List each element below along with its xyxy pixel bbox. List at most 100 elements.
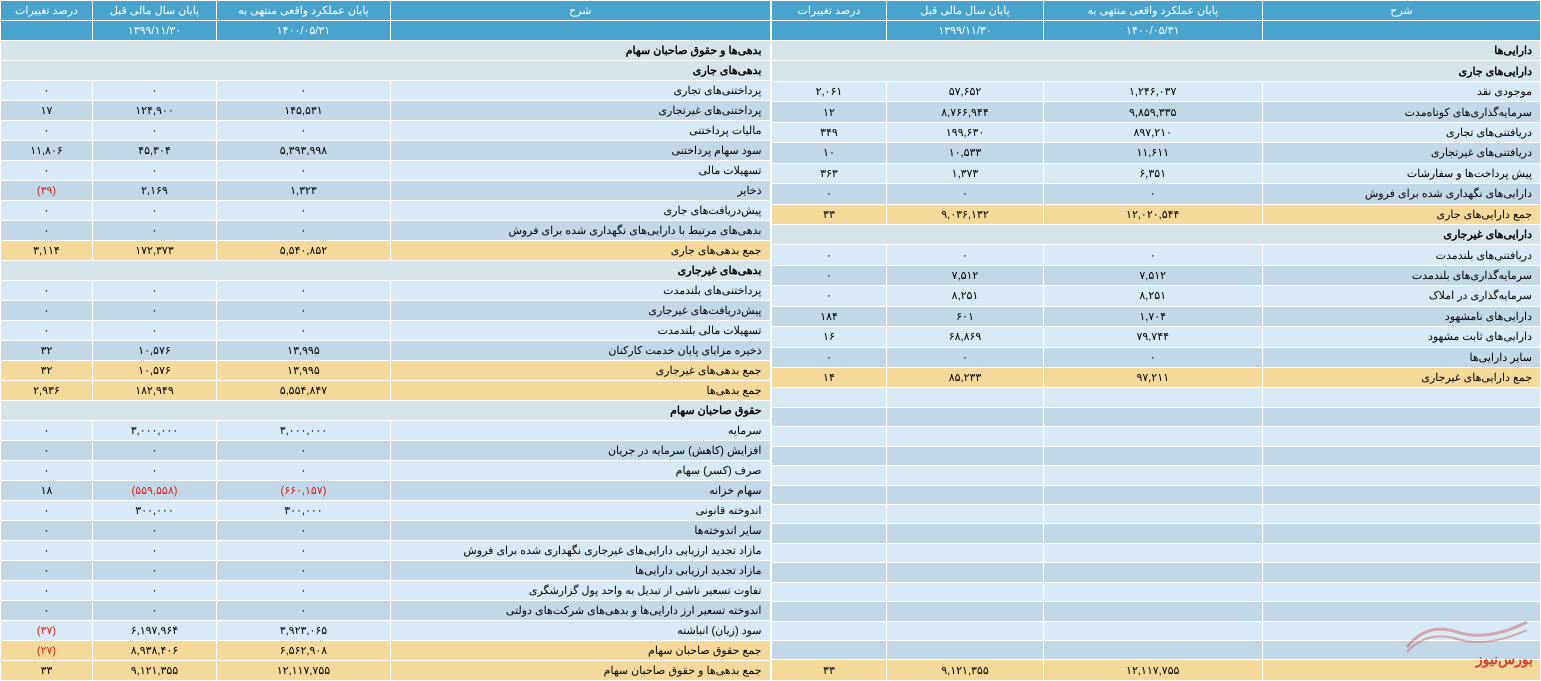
row-desc: موجودی نقد bbox=[1262, 81, 1540, 101]
row-desc: جمع بدهی‌های غیرجاری bbox=[390, 361, 770, 381]
row-v1: ۶,۵۶۲,۹۰۸ bbox=[216, 641, 390, 661]
row-v2: ۰ bbox=[92, 201, 216, 221]
row-v1: ۱۱,۶۱۱ bbox=[1043, 143, 1262, 163]
row-desc: دریافتنی‌‌های غیرتجاری bbox=[1262, 143, 1540, 163]
row-v1: ۱۳,۹۹۵ bbox=[216, 361, 390, 381]
row-pct: ۰ bbox=[1, 301, 93, 321]
row-pct: ۳۲ bbox=[1, 361, 93, 381]
section-label: بدهی‌های جاری bbox=[1, 61, 771, 81]
row-desc: جمع حقوق صاحبان سهام bbox=[390, 641, 770, 661]
row-v1: ۰ bbox=[216, 321, 390, 341]
row-v2: ۰ bbox=[887, 184, 1043, 204]
row-pct: (۳۹) bbox=[1, 181, 93, 201]
row-desc: صرف (کسر) سهام bbox=[390, 461, 770, 481]
row-v1: ۱۲,۱۱۷,۷۵۵ bbox=[216, 661, 390, 681]
row-v1: ۰ bbox=[216, 221, 390, 241]
row-v2: ۸,۲۵۱ bbox=[887, 286, 1043, 306]
th-prev: پایان سال مالی قبل bbox=[92, 1, 216, 21]
row-pct: ۲,۹۳۶ bbox=[1, 381, 93, 401]
row-v2: ۰ bbox=[887, 245, 1043, 265]
row-pct: ۰ bbox=[1, 221, 93, 241]
th-date1: ۱۴۰۰/۰۵/۳۱ bbox=[216, 21, 390, 41]
row-v1: ۰ bbox=[1043, 347, 1262, 367]
row-desc: پرداختنی‌های بلندمدت bbox=[390, 281, 770, 301]
row-desc: جمع بدهی‌ها و حقوق صاحبان سهام bbox=[390, 661, 770, 681]
row-pct: ۰ bbox=[771, 245, 887, 265]
section-label: دارایی‌‌های جاری bbox=[771, 61, 1541, 81]
row-v1: ۰ bbox=[216, 281, 390, 301]
row-pct: ۳۳ bbox=[771, 660, 887, 681]
row-pct: ۰ bbox=[1, 521, 93, 541]
row-v2: ۰ bbox=[92, 221, 216, 241]
row-pct: ۰ bbox=[1, 561, 93, 581]
row-desc: بدهی‌های مرتبط با دارایی‌های نگهداری شده… bbox=[390, 221, 770, 241]
th-desc: شرح bbox=[390, 1, 770, 21]
row-desc: دارایی‌های ثابت مشهود bbox=[1262, 327, 1540, 347]
row-desc: جمع دارایی‌های غیرجاری bbox=[1262, 368, 1540, 388]
row-desc: جمع بدهی‌ها bbox=[390, 381, 770, 401]
row-desc: اندوخته تسعیر ارز دارایی‌ها و بدهی‌های ش… bbox=[390, 601, 770, 621]
row-v2: ۰ bbox=[92, 461, 216, 481]
row-desc: ذخایر bbox=[390, 181, 770, 201]
row-v2: ۳,۰۰۰,۰۰۰ bbox=[92, 421, 216, 441]
row-desc: دریافتنی‌‌های بلندمدت bbox=[1262, 245, 1540, 265]
row-pct: ۱۸۴ bbox=[771, 306, 887, 326]
row-pct: ۰ bbox=[1, 161, 93, 181]
row-v2: ۱۰,۵۷۶ bbox=[92, 341, 216, 361]
row-pct: ۱۶ bbox=[771, 327, 887, 347]
section-label: دارایی‌‌ها bbox=[771, 41, 1541, 61]
row-desc: تفاوت تسعیر ناشی از تبدیل به واحد پول گز… bbox=[390, 581, 770, 601]
row-pct: ۳۳ bbox=[771, 204, 887, 224]
row-v1: ۹,۸۵۹,۳۳۵ bbox=[1043, 102, 1262, 122]
row-v1: ۰ bbox=[216, 561, 390, 581]
row-v1: ۰ bbox=[216, 301, 390, 321]
th-desc: شرح bbox=[1262, 1, 1540, 21]
row-v2: ۶,۱۹۷,۹۶۴ bbox=[92, 621, 216, 641]
th-prev: پایان سال مالی قبل bbox=[887, 1, 1043, 21]
row-v2: ۱۹۹,۶۳۰ bbox=[887, 122, 1043, 142]
th-empty bbox=[1262, 21, 1540, 41]
row-pct: ۰ bbox=[771, 347, 887, 367]
row-v1: ۳,۹۲۳,۰۶۵ bbox=[216, 621, 390, 641]
row-pct: (۲۷) bbox=[1, 641, 93, 661]
row-v1: ۰ bbox=[216, 441, 390, 461]
row-pct: ۰ bbox=[771, 265, 887, 285]
row-pct: ۱۱,۸۰۶ bbox=[1, 141, 93, 161]
row-pct: ۱۷ bbox=[1, 101, 93, 121]
row-desc: دارایی‌های نامشهود bbox=[1262, 306, 1540, 326]
row-v1: ۰ bbox=[216, 601, 390, 621]
row-v2: ۰ bbox=[92, 301, 216, 321]
th-date2: ۱۳۹۹/۱۱/۳۰ bbox=[887, 21, 1043, 41]
row-v2: ۵۷,۶۵۲ bbox=[887, 81, 1043, 101]
row-pct: ۰ bbox=[1, 201, 93, 221]
row-pct: ۰ bbox=[1, 281, 93, 301]
row-v1: ۱,۷۰۴ bbox=[1043, 306, 1262, 326]
row-v2: ۳۰۰,۰۰۰ bbox=[92, 501, 216, 521]
th-empty2 bbox=[1, 21, 93, 41]
row-desc: جمع بدهی‌های جاری bbox=[390, 241, 770, 261]
row-v1: ۹۷,۲۱۱ bbox=[1043, 368, 1262, 388]
th-empty2 bbox=[771, 21, 887, 41]
row-pct: ۰ bbox=[1, 421, 93, 441]
row-desc: تسهیلات مالی بلندمدت bbox=[390, 321, 770, 341]
row-pct: ۳۶۳ bbox=[771, 163, 887, 183]
row-desc: مازاد تجدید ارزیابی دارایی‌های غیرجاری ن… bbox=[390, 541, 770, 561]
section-label: بدهی‌های غیرجاری bbox=[1, 261, 771, 281]
row-pct: ۳۳ bbox=[1, 661, 93, 681]
row-desc: سایر دارایی‌ها bbox=[1262, 347, 1540, 367]
row-v1: ۷,۵۱۲ bbox=[1043, 265, 1262, 285]
row-pct: ۰ bbox=[771, 184, 887, 204]
row-pct: ۳,۱۱۴ bbox=[1, 241, 93, 261]
row-pct: ۰ bbox=[1, 321, 93, 341]
row-desc: پیش پرداخت‌ها و سفارشات bbox=[1262, 163, 1540, 183]
row-v1: ۰ bbox=[216, 461, 390, 481]
row-v2: ۰ bbox=[92, 161, 216, 181]
row-v1: ۰ bbox=[216, 161, 390, 181]
row-desc: جمع دارایی‌های جاری bbox=[1262, 204, 1540, 224]
row-desc: مازاد تجدید ارزیابی دارایی‌ها bbox=[390, 561, 770, 581]
row-pct: ۰ bbox=[1, 441, 93, 461]
row-desc: سرمایه‌گذاری‌های بلندمدت bbox=[1262, 265, 1540, 285]
row-v1: ۰ bbox=[216, 81, 390, 101]
row-v1: ۰ bbox=[216, 541, 390, 561]
row-pct: ۰ bbox=[1, 581, 93, 601]
